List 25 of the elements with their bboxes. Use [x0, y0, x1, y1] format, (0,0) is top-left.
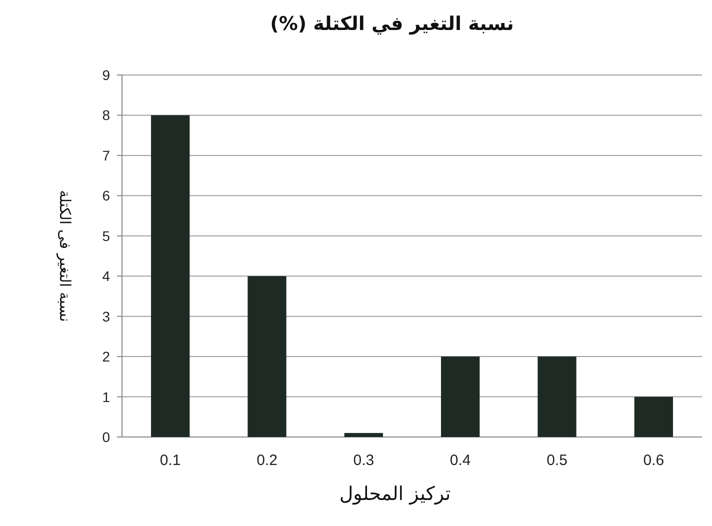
bar [344, 432, 383, 437]
x-tick-label: 0.6 [643, 452, 664, 469]
x-tick-label: 0.2 [256, 452, 278, 469]
y-tick-label: 6 [102, 188, 110, 204]
bar [634, 396, 673, 437]
x-tick-label: 0.3 [353, 452, 374, 469]
y-tick-label: 7 [102, 147, 110, 164]
x-tick-label: 0.1 [160, 452, 181, 469]
bar [441, 356, 480, 437]
y-tick-label: 8 [102, 107, 110, 124]
y-tick-label: 9 [102, 67, 110, 83]
y-tick-label: 1 [102, 388, 110, 405]
bar [538, 356, 576, 437]
x-tick-label: 0.4 [450, 452, 471, 469]
x-tick-label: 0.5 [546, 452, 568, 469]
y-tick-label: 5 [102, 228, 110, 244]
x-axis-title: تركيز المحلول [339, 483, 451, 505]
y-tick-label: 2 [102, 348, 110, 365]
bar [151, 115, 190, 437]
y-tick-label: 3 [102, 308, 110, 324]
chart-title: نسبة التغير في الكتلة (%) [270, 13, 514, 35]
y-axis-title: نسبة التغير فى الكتلة [56, 190, 74, 322]
y-tick-label: 0 [102, 429, 110, 445]
y-tick-label: 4 [102, 268, 110, 284]
bar [248, 276, 286, 437]
